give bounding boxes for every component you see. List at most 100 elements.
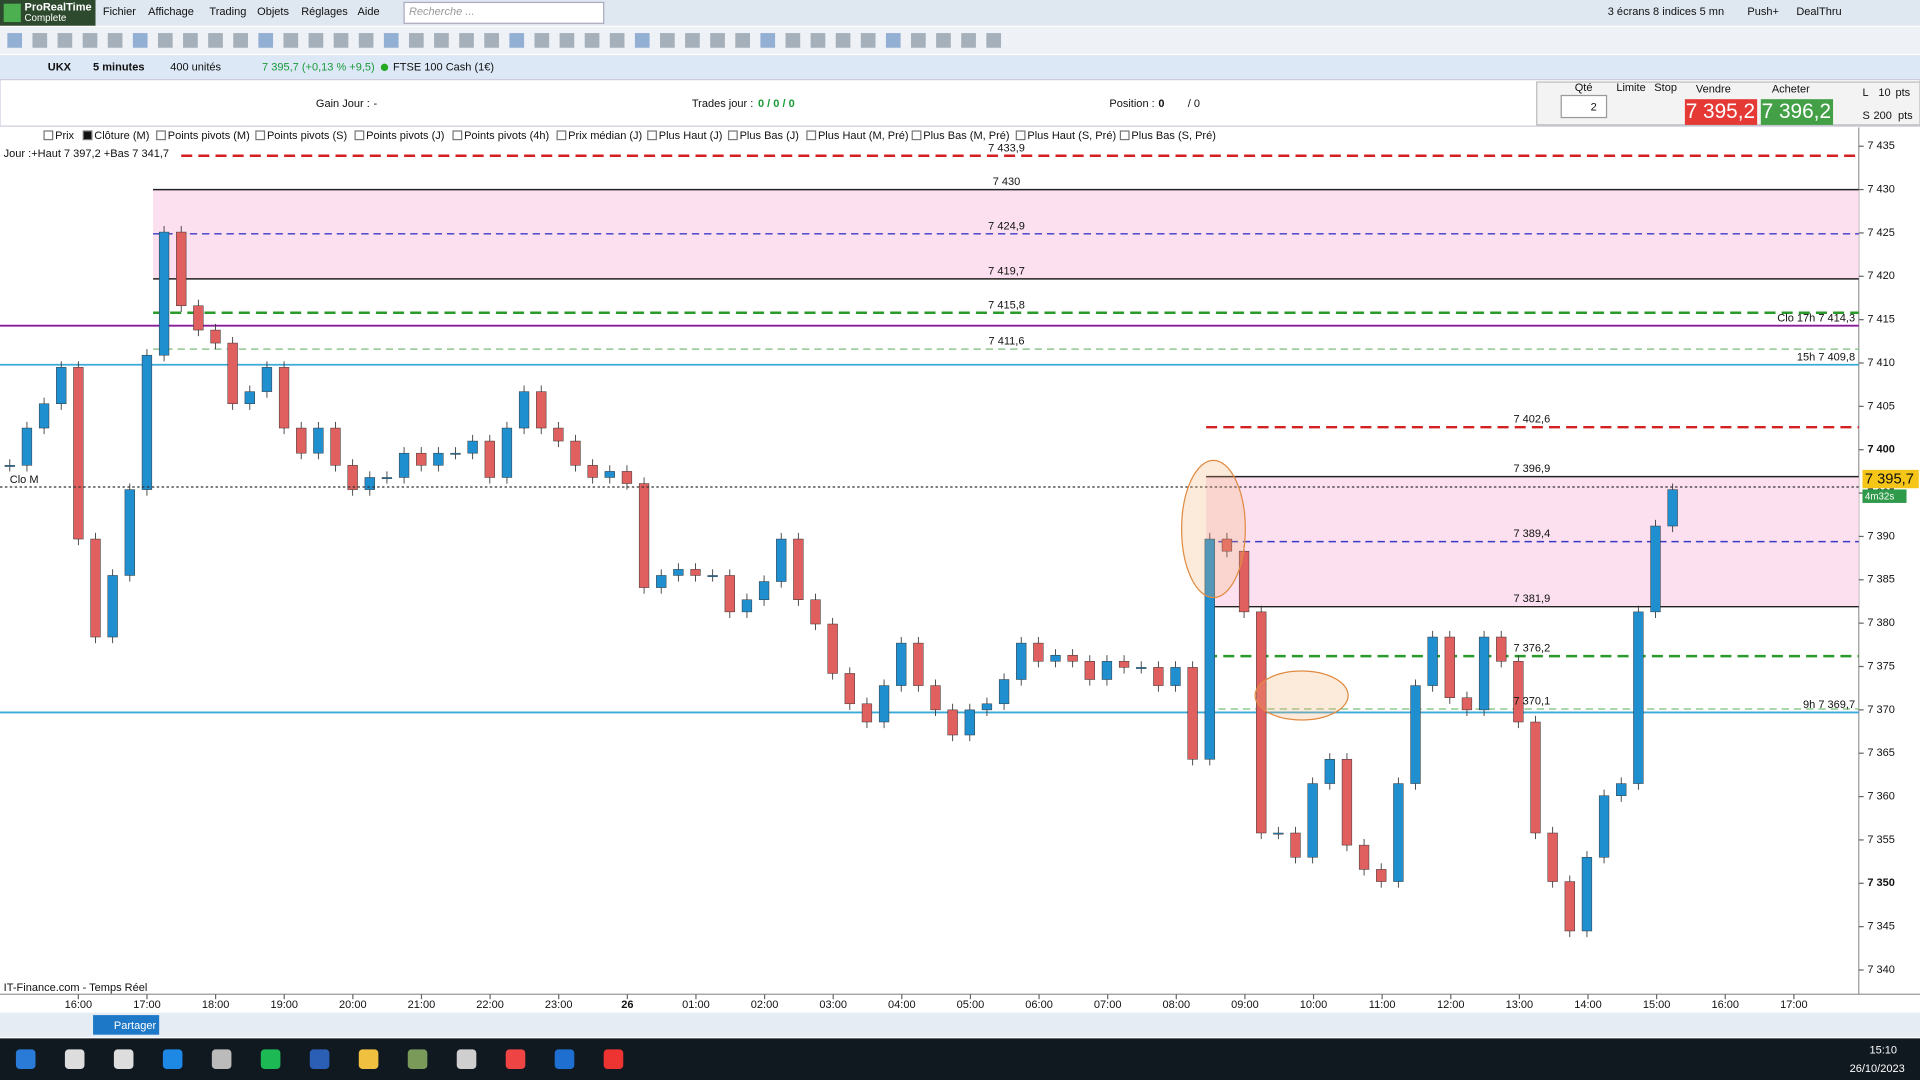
- tool-icon[interactable]: [333, 33, 349, 48]
- tool-icon[interactable]: [484, 33, 499, 48]
- indicator-tab[interactable]: Prix: [55, 130, 74, 142]
- tab-checkbox[interactable]: [255, 130, 266, 141]
- limit-label[interactable]: Limite: [1616, 82, 1645, 94]
- taskbar-icon[interactable]: [407, 1049, 428, 1069]
- indicator-tab[interactable]: Plus Haut (S, Pré): [1027, 130, 1116, 142]
- tool-icon[interactable]: [308, 33, 324, 48]
- taskbar-icon[interactable]: [309, 1049, 330, 1069]
- taskbar-icon[interactable]: [505, 1049, 526, 1069]
- menu-item[interactable]: Réglages: [301, 6, 348, 18]
- ticker[interactable]: UKX: [48, 61, 72, 73]
- tool-icon[interactable]: [32, 33, 48, 48]
- taskbar-icon[interactable]: [603, 1049, 624, 1069]
- tool-icon[interactable]: [835, 33, 851, 48]
- menu-item[interactable]: Aide: [358, 6, 380, 18]
- tool-icon[interactable]: [961, 33, 976, 48]
- share-label[interactable]: Partager: [114, 1020, 157, 1032]
- tool-icon[interactable]: [208, 33, 223, 48]
- tool-icon[interactable]: [509, 33, 525, 48]
- indicator-tab[interactable]: Plus Bas (M, Pré): [923, 130, 1009, 142]
- sell-button[interactable]: [1684, 99, 1758, 125]
- indicator-tab[interactable]: Plus Haut (M, Pré): [818, 130, 909, 142]
- tool-icon[interactable]: [57, 33, 73, 48]
- units[interactable]: 400 unités: [170, 61, 221, 73]
- tool-icon[interactable]: [785, 33, 801, 48]
- indicator-tab[interactable]: Clôture (M): [94, 130, 149, 142]
- share-button[interactable]: [93, 1015, 160, 1035]
- tab-checkbox[interactable]: [911, 130, 922, 141]
- indicator-tab[interactable]: Points pivots (4h): [464, 130, 549, 142]
- menu-item[interactable]: Affichage: [148, 6, 194, 18]
- tool-icon[interactable]: [157, 33, 173, 48]
- indicator-tab[interactable]: Plus Bas (S, Pré): [1131, 130, 1215, 142]
- tab-checkbox[interactable]: [1119, 130, 1130, 141]
- tool-icon[interactable]: [132, 33, 148, 48]
- tool-icon[interactable]: [660, 33, 675, 48]
- indicator-tab[interactable]: Plus Bas (J): [740, 130, 799, 142]
- buy-price[interactable]: 7 396,2: [1762, 100, 1831, 123]
- tab-checkbox[interactable]: [1015, 130, 1026, 141]
- tool-icon[interactable]: [936, 33, 951, 48]
- tab-checkbox[interactable]: [82, 130, 93, 141]
- tab-checkbox[interactable]: [556, 130, 567, 141]
- tool-icon[interactable]: [735, 33, 750, 48]
- tool-icon[interactable]: [986, 33, 1002, 48]
- tool-icon[interactable]: [107, 33, 123, 48]
- tool-icon[interactable]: [82, 33, 98, 48]
- taskbar-icon[interactable]: [358, 1049, 379, 1069]
- tool-icon[interactable]: [559, 33, 575, 48]
- indicator-tab[interactable]: Points pivots (S): [267, 130, 347, 142]
- taskbar-icon[interactable]: [15, 1049, 36, 1069]
- tool-icon[interactable]: [760, 33, 776, 48]
- search-box[interactable]: [403, 1, 605, 24]
- taskbar-icon[interactable]: [113, 1049, 134, 1069]
- tool-icon[interactable]: [885, 33, 901, 48]
- tool-icon[interactable]: [710, 33, 725, 48]
- tool-icon[interactable]: [383, 33, 399, 48]
- indicator-tab[interactable]: Points pivots (M): [168, 130, 250, 142]
- tool-icon[interactable]: [358, 33, 374, 48]
- tab-checkbox[interactable]: [452, 130, 463, 141]
- sell-price[interactable]: 7 395,2: [1686, 100, 1755, 123]
- buy-button[interactable]: [1760, 99, 1834, 125]
- tool-icon[interactable]: [534, 33, 550, 48]
- taskbar-icon[interactable]: [554, 1049, 575, 1069]
- tool-icon[interactable]: [434, 33, 449, 48]
- tool-icon[interactable]: [283, 33, 299, 48]
- tool-icon[interactable]: [584, 33, 600, 48]
- qty-input[interactable]: [1560, 94, 1608, 119]
- tool-icon[interactable]: [609, 33, 625, 48]
- tool-icon[interactable]: [183, 33, 198, 48]
- tab-checkbox[interactable]: [43, 130, 54, 141]
- indicator-tab[interactable]: Plus Haut (J): [659, 130, 723, 142]
- menu-item[interactable]: Objets: [257, 6, 289, 18]
- tool-icon[interactable]: [258, 33, 274, 48]
- tool-icon[interactable]: [233, 33, 248, 48]
- menu-item[interactable]: Trading: [209, 6, 246, 18]
- period[interactable]: 5 minutes: [93, 61, 144, 73]
- tool-icon[interactable]: [408, 33, 424, 48]
- taskbar-icon[interactable]: [260, 1049, 281, 1069]
- tab-checkbox[interactable]: [727, 130, 738, 141]
- taskbar-icon[interactable]: [64, 1049, 85, 1069]
- dealthru-button[interactable]: DealThru: [1796, 6, 1841, 18]
- tool-icon[interactable]: [685, 33, 700, 48]
- tool-icon[interactable]: [7, 33, 23, 48]
- indicator-tab[interactable]: Points pivots (J): [366, 130, 444, 142]
- taskbar-icon[interactable]: [162, 1049, 183, 1069]
- tab-checkbox[interactable]: [156, 130, 166, 141]
- top-status[interactable]: 3 écrans 8 indices 5 mn: [1608, 6, 1724, 18]
- menu-item[interactable]: Fichier: [103, 6, 136, 18]
- stop-label[interactable]: Stop: [1654, 82, 1677, 94]
- tab-checkbox[interactable]: [806, 130, 817, 141]
- tool-icon[interactable]: [911, 33, 926, 48]
- push-button[interactable]: Push+: [1747, 6, 1779, 18]
- tool-icon[interactable]: [860, 33, 876, 48]
- tab-checkbox[interactable]: [647, 130, 657, 141]
- tool-icon[interactable]: [810, 33, 826, 48]
- tool-icon[interactable]: [634, 33, 650, 48]
- tool-icon[interactable]: [459, 33, 474, 48]
- tab-checkbox[interactable]: [354, 130, 365, 141]
- taskbar-icon[interactable]: [211, 1049, 232, 1069]
- taskbar-icon[interactable]: [456, 1049, 477, 1069]
